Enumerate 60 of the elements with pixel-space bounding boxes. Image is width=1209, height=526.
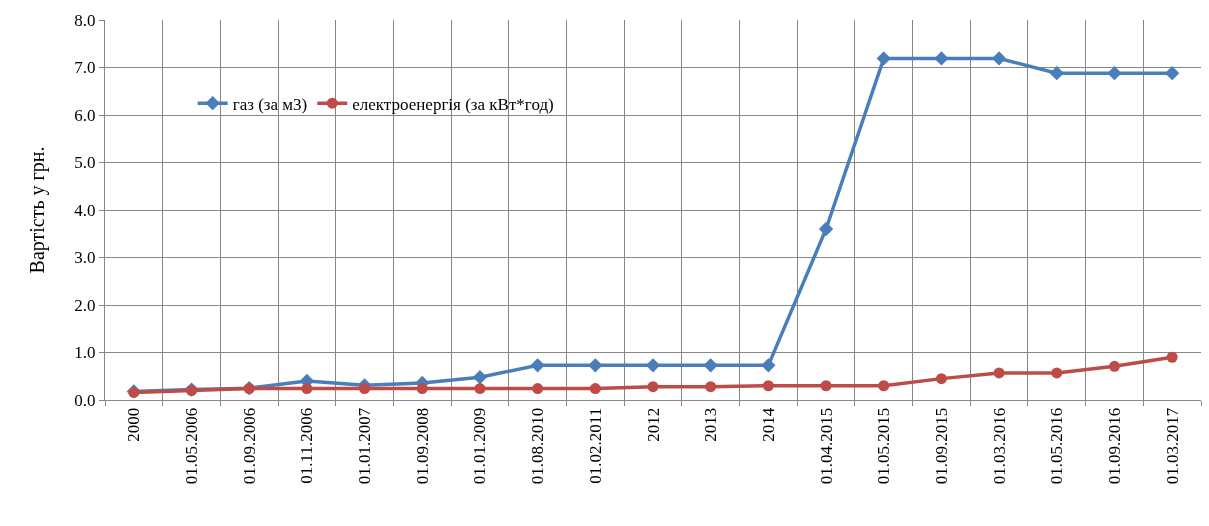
point [993, 367, 1005, 379]
point [589, 383, 601, 395]
x-tick-label: 01.01.2009 [470, 407, 490, 485]
x-tick-label: 01.03.2016 [989, 407, 1009, 485]
legend-label: електроенергія (за кВт*год) [352, 94, 554, 114]
point [1108, 360, 1120, 372]
x-tick-label: 01.09.2008 [412, 407, 432, 485]
x-tick-label: 01.11.2006 [297, 407, 317, 484]
point [1049, 66, 1064, 81]
y-tick-label: 1.0 [74, 343, 96, 363]
point [532, 383, 544, 395]
point [472, 370, 488, 385]
point [474, 383, 486, 395]
x-tick-label: 01.03.2017 [1162, 407, 1182, 485]
x-tick-label: 01.05.2016 [1047, 407, 1067, 485]
y-tick-label: 3.0 [74, 248, 96, 268]
point [645, 358, 661, 373]
legend-label: газ (за м3) [232, 94, 308, 114]
y-tick-label: 6.0 [74, 105, 96, 125]
y-tick-label: 4.0 [74, 200, 96, 220]
point [416, 383, 428, 395]
point [703, 358, 718, 373]
point [878, 380, 890, 392]
x-tick-label: 01.05.2006 [182, 407, 202, 485]
x-tick-label: 01.05.2015 [874, 407, 894, 485]
point [762, 380, 774, 392]
point [820, 380, 832, 392]
point [1107, 66, 1122, 81]
y-tick-label: 8.0 [74, 10, 96, 30]
point [1165, 66, 1180, 81]
point [647, 381, 659, 393]
y-tick-label: 2.0 [74, 295, 96, 315]
point [588, 358, 603, 373]
point [934, 51, 949, 66]
point [1051, 367, 1063, 379]
x-tick-label: 01.04.2015 [816, 407, 836, 485]
x-tick-label: 01.01.2007 [355, 407, 375, 485]
x-tick-label: 01.09.2016 [1104, 407, 1124, 485]
y-tick-label: 0.0 [74, 390, 96, 410]
x-tick-label: 01.09.2015 [931, 407, 951, 485]
y-tick-label: 7.0 [74, 58, 96, 78]
point [705, 381, 717, 393]
point [761, 358, 776, 373]
x-tick-label: 01.09.2006 [239, 407, 259, 485]
y-tick-label: 5.0 [74, 153, 96, 173]
point [530, 358, 545, 373]
x-tick-label: 2000 [124, 407, 144, 442]
point [818, 221, 834, 237]
x-tick-label: 2014 [758, 407, 778, 442]
point [1166, 351, 1178, 363]
point [935, 373, 947, 385]
x-tick-label: 01.02.2011 [585, 407, 605, 484]
y-axis-title: Вартість у грн. [25, 146, 49, 274]
point [301, 383, 313, 395]
point [991, 51, 1007, 66]
x-tick-label: 2013 [701, 407, 721, 442]
point [359, 383, 371, 395]
x-tick-label: 01.08.2010 [528, 407, 548, 485]
point [876, 51, 891, 66]
x-tick-label: 2012 [643, 407, 663, 442]
